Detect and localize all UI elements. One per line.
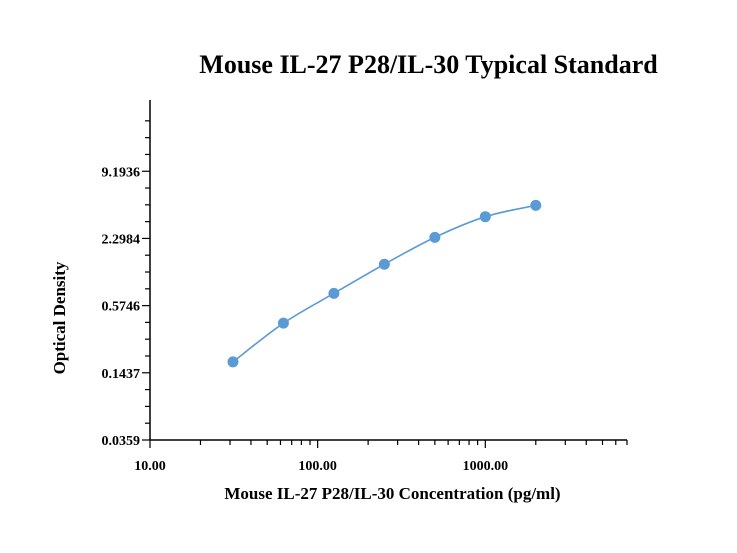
tick-labels: 10.00 100.00 1000.00 0.0359 0.1437 0.5746 2.29… [102,165,509,474]
data-point [328,287,340,299]
x-tick-label: 100.00 [298,459,337,474]
tick-marks [142,120,628,448]
y-tick-label: 2.2984 [102,232,141,247]
data-point [277,317,289,329]
data-point [378,258,390,270]
series [227,199,542,368]
chart-title: Mouse IL-27 P28/IL-30 Typical Standard [199,50,658,79]
data-point [530,199,542,211]
y-tick-label: 9.1936 [102,165,141,180]
x-axis-label: Mouse IL-27 P28/IL-30 Concentration (pg/… [224,484,561,503]
y-tick-label: 0.0359 [102,434,141,449]
y-tick-label: 0.5746 [102,300,141,315]
data-point [479,211,491,223]
x-tick-label: 10.00 [134,459,166,474]
data-point [227,356,239,368]
axes [149,100,627,441]
series-line [232,204,536,363]
y-axis-label: Optical Density [50,261,69,375]
x-tick-label: 1000.00 [463,459,509,474]
y-tick-label: 0.1437 [102,367,141,382]
data-point [429,231,441,243]
